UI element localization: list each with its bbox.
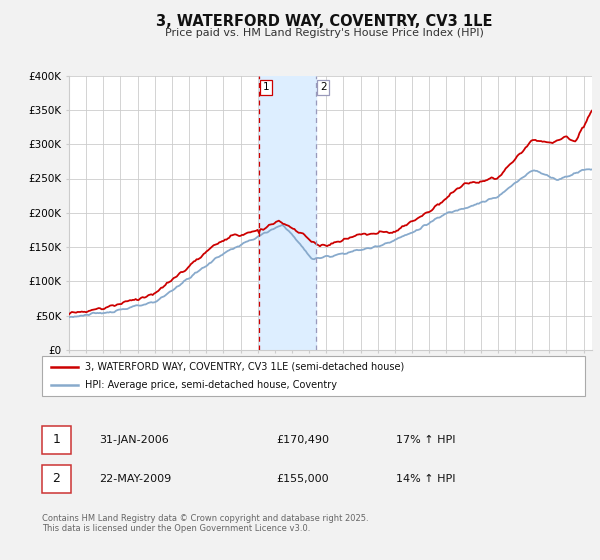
Text: 1: 1 — [52, 433, 61, 446]
Text: 22-MAY-2009: 22-MAY-2009 — [99, 474, 171, 484]
Text: 17% ↑ HPI: 17% ↑ HPI — [396, 435, 455, 445]
Text: 1: 1 — [262, 82, 269, 92]
Text: £155,000: £155,000 — [276, 474, 329, 484]
Text: 3, WATERFORD WAY, COVENTRY, CV3 1LE: 3, WATERFORD WAY, COVENTRY, CV3 1LE — [156, 14, 492, 29]
Bar — [259, 76, 316, 350]
Text: HPI: Average price, semi-detached house, Coventry: HPI: Average price, semi-detached house,… — [85, 380, 337, 390]
Text: Contains HM Land Registry data © Crown copyright and database right 2025.
This d: Contains HM Land Registry data © Crown c… — [42, 514, 368, 534]
Text: 14% ↑ HPI: 14% ↑ HPI — [396, 474, 455, 484]
Text: £170,490: £170,490 — [276, 435, 329, 445]
Text: 3, WATERFORD WAY, COVENTRY, CV3 1LE (semi-detached house): 3, WATERFORD WAY, COVENTRY, CV3 1LE (sem… — [85, 362, 404, 372]
Text: Price paid vs. HM Land Registry's House Price Index (HPI): Price paid vs. HM Land Registry's House … — [164, 28, 484, 38]
Text: 2: 2 — [52, 472, 61, 486]
Text: 2: 2 — [320, 82, 326, 92]
Text: 31-JAN-2006: 31-JAN-2006 — [99, 435, 169, 445]
